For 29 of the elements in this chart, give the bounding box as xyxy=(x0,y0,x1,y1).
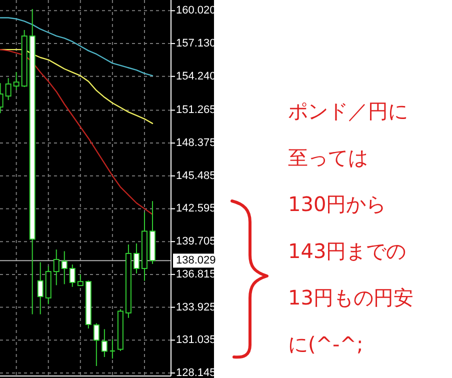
line-series xyxy=(0,48,154,215)
y-tick-label: 148.375 xyxy=(176,137,216,150)
candlestick xyxy=(61,250,68,285)
text: 143円までの xyxy=(288,238,406,263)
text: ポンド／円に xyxy=(288,99,408,123)
y-tick-label: 145.485 xyxy=(176,170,216,182)
candlestick xyxy=(53,248,60,286)
y-tick-label: 139.705 xyxy=(176,236,216,248)
y-tick-label: 131.035 xyxy=(176,334,216,346)
y-tick-label: 142.595 xyxy=(176,202,216,215)
candlestick xyxy=(133,242,140,274)
y-tick-label: 151.265 xyxy=(176,104,216,116)
candlestick xyxy=(5,78,12,101)
text: に(^-^; xyxy=(288,332,364,356)
y-tick-label: 136.815 xyxy=(176,268,216,280)
ref-line-label: 138.029 xyxy=(176,254,216,267)
candlestick xyxy=(77,274,84,286)
y-tick-label: 128.145 xyxy=(176,366,216,378)
text: 130円から xyxy=(288,192,386,216)
candlestick xyxy=(37,262,44,315)
candlestick xyxy=(93,322,100,366)
y-tick-label: 133.925 xyxy=(176,301,216,314)
line-series xyxy=(0,48,154,124)
candlestick xyxy=(101,328,108,358)
text: 13円もの円安 xyxy=(288,285,414,310)
line-series xyxy=(0,17,154,76)
text: 至っては xyxy=(288,146,368,170)
candlestick xyxy=(13,72,20,91)
candlestick xyxy=(69,264,76,288)
